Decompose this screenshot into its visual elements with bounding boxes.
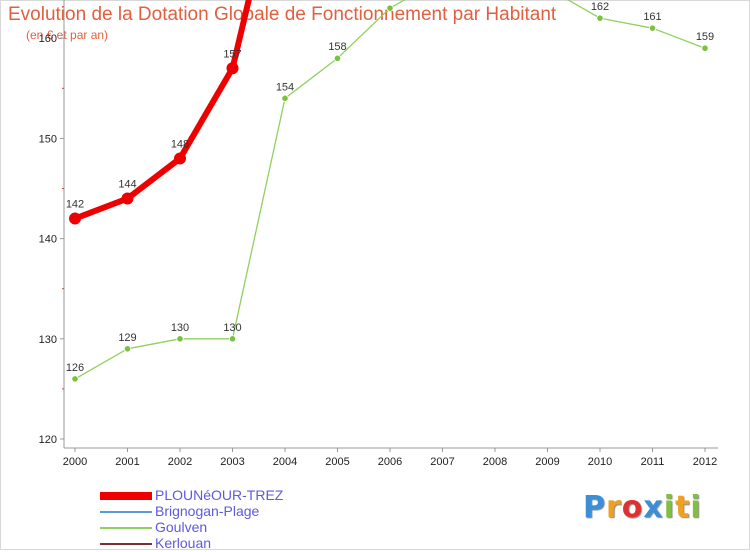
data-label: 162: [591, 1, 609, 13]
legend-swatch: [100, 527, 152, 529]
data-point: [596, 14, 604, 22]
legend-swatch: [100, 511, 152, 513]
x-tick-label: 2010: [588, 456, 612, 468]
x-tick-label: 2006: [378, 456, 402, 468]
data-point: [71, 375, 79, 383]
data-point: [121, 192, 134, 205]
x-tick-label: 2002: [168, 456, 192, 468]
y-tick-label: 160: [39, 33, 57, 45]
data-label: 126: [66, 362, 84, 374]
series-line-goulven: [74, 0, 706, 380]
logo-letter: P: [583, 490, 606, 525]
x-tick-label: 2001: [115, 456, 139, 468]
x-tick-label: 2005: [325, 456, 349, 468]
proxiti-logo: Proxiti: [583, 490, 702, 525]
logo-letter: t: [675, 490, 691, 525]
y-tick-label: 150: [39, 133, 57, 145]
data-point: [228, 335, 237, 343]
y-tick-label: 130: [39, 334, 57, 346]
x-tick-label: 2011: [641, 456, 665, 468]
data-point: [174, 152, 186, 165]
x-tick-label: 2012: [693, 456, 717, 468]
data-point: [226, 62, 239, 75]
data-point: [281, 94, 289, 102]
data-point: [123, 345, 132, 353]
logo-letter: x: [643, 490, 664, 525]
y-tick-label: 120: [39, 434, 57, 446]
logo-letter: i: [690, 490, 702, 525]
data-point: [333, 54, 342, 62]
y-tick-label: 140: [39, 234, 57, 246]
data-label: 161: [643, 11, 661, 23]
data-label: 130: [223, 322, 241, 334]
data-point: [386, 4, 394, 12]
data-label: 148: [171, 138, 189, 150]
logo-letter: o: [621, 490, 644, 525]
data-label: 129: [118, 332, 136, 344]
data-point: [69, 212, 81, 225]
data-label: 157: [223, 48, 241, 60]
legend-label: PLOUNéOUR-TREZ: [155, 487, 284, 503]
data-label: 154: [276, 81, 294, 93]
data-point: [648, 24, 657, 32]
legend-label: Kerlouan: [155, 535, 212, 551]
legend-label: Goulven: [155, 519, 208, 535]
chart-title: Evolution de la Dotation Globale de Fonc…: [8, 4, 557, 25]
legend-swatch: [100, 492, 152, 500]
chart-subtitle: (en € et par an): [26, 28, 109, 42]
x-tick-label: 2000: [63, 456, 87, 468]
legend-label: Brignogan-Plage: [155, 503, 260, 519]
x-tick-label: 2004: [273, 456, 297, 468]
x-tick-label: 2007: [430, 456, 454, 468]
data-label: 142: [66, 199, 84, 211]
data-label: 159: [696, 31, 714, 43]
data-label: 158: [328, 41, 346, 53]
data-label: 130: [171, 322, 189, 334]
data-point: [176, 335, 184, 343]
data-label: 144: [118, 179, 136, 191]
data-point: [701, 44, 709, 52]
series-line-ploun-our-trez: [73, 0, 252, 222]
x-tick-label: 2009: [535, 456, 559, 468]
legend-swatch: [100, 543, 152, 545]
x-tick-label: 2003: [220, 456, 244, 468]
x-tick-label: 2008: [483, 456, 507, 468]
logo-letter: r: [606, 490, 622, 525]
data-label: 163: [381, 0, 399, 3]
logo-letter: i: [663, 490, 676, 525]
